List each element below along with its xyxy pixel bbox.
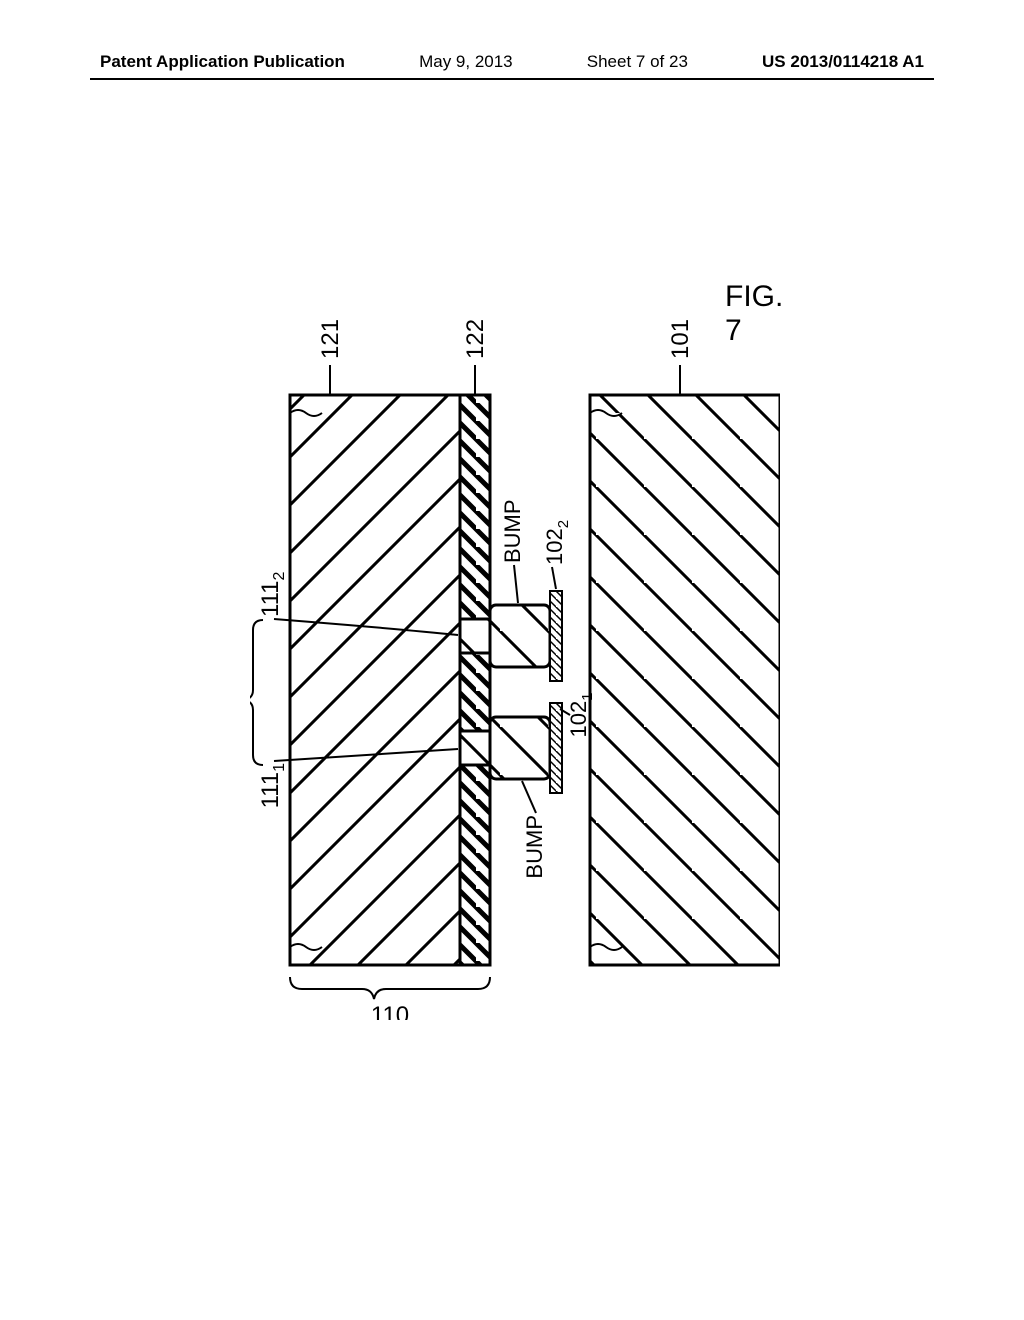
label-111-1: 1111 <box>257 763 288 808</box>
sheet-number: Sheet 7 of 23 <box>587 52 688 72</box>
label-121: 121 <box>317 319 344 359</box>
figure-title: FIG. 7 <box>725 280 783 348</box>
header-rule <box>90 78 934 80</box>
page-header: Patent Application Publication May 9, 20… <box>0 52 1024 72</box>
label-101: 101 <box>667 319 694 359</box>
figure-svg: 110 111 1111 1112 121 122 101 BUMP BUMP … <box>250 260 780 1020</box>
label-111-2: 1112 <box>257 572 288 617</box>
label-bump-1: BUMP <box>522 815 547 879</box>
label-110: 110 <box>371 1002 409 1020</box>
publication-date: May 9, 2013 <box>419 52 513 72</box>
label-102-2: 1022 <box>542 520 572 565</box>
figure-7: FIG. 7 <box>250 260 780 1020</box>
publication-type: Patent Application Publication <box>100 52 345 72</box>
label-122: 122 <box>462 319 489 359</box>
publication-number: US 2013/0114218 A1 <box>762 52 924 72</box>
label-bump-2: BUMP <box>500 499 525 563</box>
